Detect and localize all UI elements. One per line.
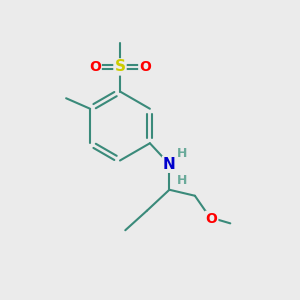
Text: H: H bbox=[177, 174, 187, 187]
Text: O: O bbox=[139, 60, 151, 74]
Text: O: O bbox=[89, 60, 101, 74]
Text: S: S bbox=[115, 59, 125, 74]
Text: H: H bbox=[177, 147, 187, 160]
Text: O: O bbox=[206, 212, 217, 226]
Text: N: N bbox=[163, 157, 176, 172]
